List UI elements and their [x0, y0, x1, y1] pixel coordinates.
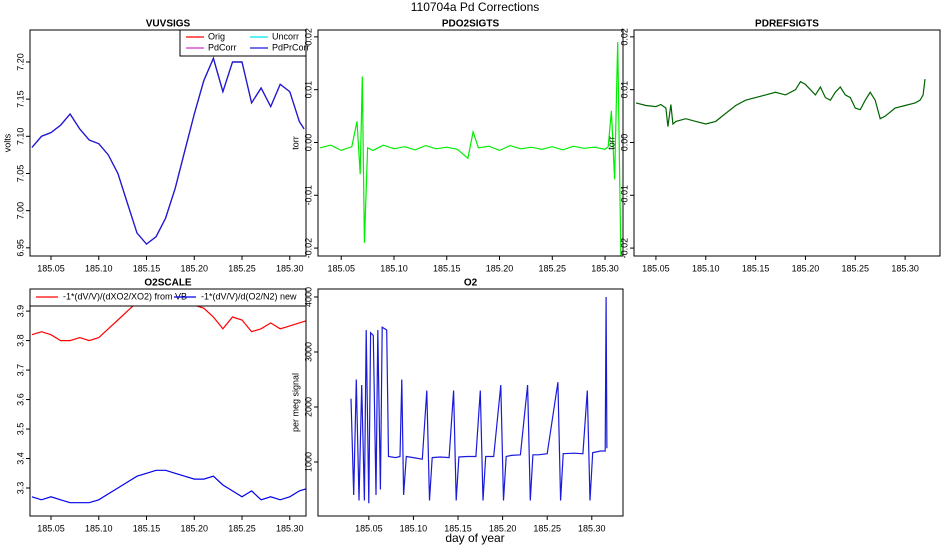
panel-title: PDO2SIGTS: [442, 19, 500, 30]
x-tick-label: 185.20: [792, 263, 820, 273]
series-line: [319, 42, 622, 256]
y-axis-label: torr: [290, 136, 300, 150]
y-tick-label: 3.7: [15, 364, 25, 377]
y-tick-label: 7.00: [15, 202, 25, 220]
y-tick-label: 7.10: [15, 128, 25, 146]
series-line: [31, 56, 305, 245]
panel-title: O2SCALE: [144, 278, 192, 289]
x-tick-label: 185.10: [400, 523, 428, 533]
y-tick-label: 0.01: [619, 81, 629, 99]
series-line: [350, 296, 608, 504]
x-tick-label: 185.05: [37, 523, 65, 533]
plot-box: [633, 29, 941, 257]
y-tick-label: -0.01: [303, 185, 313, 206]
y-axis-label: per meg signal: [290, 373, 300, 432]
x-tick-label: 185.10: [692, 263, 720, 273]
series-line: [31, 56, 305, 245]
series-line: [31, 289, 306, 342]
legend-label: PdPrCorr: [272, 42, 310, 52]
y-tick-label: -0.02: [303, 238, 313, 259]
y-tick-label: 3.6: [15, 393, 25, 406]
x-tick-label: 185.15: [133, 523, 161, 533]
x-tick-label: 185.20: [486, 263, 514, 273]
x-tick-label: 185.10: [380, 263, 408, 273]
y-tick-label: 7.20: [15, 53, 25, 71]
x-tick-label: 185.25: [228, 263, 256, 273]
y-tick-label: 3000: [303, 342, 313, 362]
plot-box: [317, 29, 624, 257]
y-tick-label: 4000: [303, 287, 313, 307]
plot-area: [31, 56, 305, 245]
x-tick-label: 185.10: [85, 263, 113, 273]
y-tick-label: 0.00: [303, 134, 313, 152]
x-tick-label: 185.25: [842, 263, 870, 273]
legend-box: [29, 288, 307, 307]
y-tick-label: 7.05: [15, 165, 25, 183]
x-tick-label: 185.30: [276, 263, 304, 273]
x-axis-label: day of year: [445, 531, 504, 545]
y-tick-label: 1000: [303, 452, 313, 472]
plot-box: [29, 288, 307, 517]
x-tick-label: 185.05: [37, 263, 65, 273]
series-line: [635, 79, 926, 127]
x-tick-label: 185.20: [180, 523, 208, 533]
x-tick-label: 185.25: [228, 523, 256, 533]
y-tick-label: 0.01: [303, 81, 313, 99]
x-tick-label: 185.25: [533, 523, 561, 533]
y-tick-label: 0.00: [619, 134, 629, 152]
series-line: [31, 56, 305, 245]
x-tick-label: 185.15: [133, 263, 161, 273]
y-tick-label: 3.9: [15, 305, 25, 318]
y-tick-label: 3.4: [15, 452, 25, 465]
y-axis-label: volts: [2, 133, 12, 152]
x-tick-label: 185.30: [891, 263, 919, 273]
plot-area: [350, 296, 608, 504]
y-tick-label: 3.5: [15, 423, 25, 436]
plot-box: [317, 288, 624, 517]
legend-label: -1*(dV/V)/d(O2/N2) new: [201, 291, 297, 301]
series-line: [31, 56, 305, 245]
y-tick-label: 2000: [303, 397, 313, 417]
legend-label: Uncorr: [272, 31, 299, 41]
y-axis-label: torr: [606, 136, 616, 150]
x-tick-label: 185.30: [591, 263, 619, 273]
panel-title: O2: [464, 278, 478, 289]
legend-label: -1*(dV/V)/(dXO2/XO2) from VB: [63, 291, 187, 301]
y-tick-label: 7.15: [15, 90, 25, 108]
x-tick-label: 185.30: [276, 523, 304, 533]
x-tick-label: 185.30: [578, 523, 606, 533]
series-line: [31, 469, 306, 504]
x-tick-label: 185.15: [433, 263, 461, 273]
y-tick-label: 6.95: [15, 239, 25, 257]
x-tick-label: 185.05: [355, 523, 383, 533]
legend-box: [179, 29, 307, 57]
legend-label: PdCorr: [208, 42, 237, 52]
figure-title: 110704a Pd Corrections: [411, 0, 540, 14]
x-tick-label: 185.05: [327, 263, 355, 273]
plot-area: [635, 79, 926, 127]
x-tick-label: 185.20: [489, 523, 517, 533]
y-tick-label: 0.02: [619, 28, 629, 46]
plot-area: [31, 289, 306, 504]
x-tick-label: 185.25: [539, 263, 567, 273]
panel-title: VUVSIGS: [146, 19, 191, 30]
plot-area: [319, 42, 622, 256]
plot-box: [29, 29, 307, 257]
y-tick-label: -0.01: [619, 185, 629, 206]
x-tick-label: 185.10: [85, 523, 113, 533]
legend-label: Orig: [208, 31, 225, 41]
x-tick-label: 185.05: [642, 263, 670, 273]
x-tick-label: 185.15: [444, 523, 472, 533]
y-tick-label: 3.3: [15, 482, 25, 495]
x-tick-label: 185.15: [742, 263, 770, 273]
panel-title: PDREFSIGTS: [755, 19, 819, 30]
x-tick-label: 185.20: [180, 263, 208, 273]
y-tick-label: -0.02: [619, 238, 629, 259]
y-tick-label: 3.8: [15, 334, 25, 347]
y-tick-label: 0.02: [303, 28, 313, 46]
